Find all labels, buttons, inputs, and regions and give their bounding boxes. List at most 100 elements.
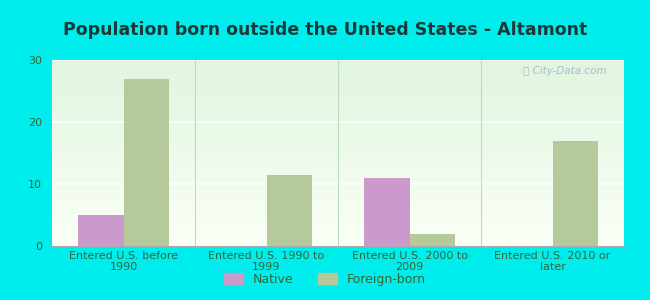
Bar bbox=[52, 61, 624, 63]
Bar bbox=[52, 196, 624, 198]
Bar bbox=[52, 173, 624, 175]
Bar bbox=[52, 113, 624, 114]
Bar bbox=[52, 85, 624, 86]
Bar bbox=[52, 152, 624, 153]
Bar bbox=[52, 139, 624, 141]
Text: ⓘ City-Data.com: ⓘ City-Data.com bbox=[523, 66, 607, 76]
Bar bbox=[52, 82, 624, 83]
Bar bbox=[52, 114, 624, 116]
Bar bbox=[52, 218, 624, 220]
Bar bbox=[52, 68, 624, 69]
Bar bbox=[52, 193, 624, 195]
Bar bbox=[52, 178, 624, 179]
Bar bbox=[52, 92, 624, 94]
Bar bbox=[52, 103, 624, 105]
Bar bbox=[52, 169, 624, 170]
Bar bbox=[52, 175, 624, 176]
Bar bbox=[52, 230, 624, 232]
Bar bbox=[52, 190, 624, 192]
Bar bbox=[52, 117, 624, 119]
Bar bbox=[52, 221, 624, 223]
Bar bbox=[52, 238, 624, 240]
Bar bbox=[52, 172, 624, 173]
Bar bbox=[52, 72, 624, 74]
Bar bbox=[78, 215, 124, 246]
Bar bbox=[52, 243, 624, 244]
Bar bbox=[52, 119, 624, 120]
Bar bbox=[552, 141, 598, 246]
Bar bbox=[52, 76, 624, 77]
Bar bbox=[52, 125, 624, 127]
Bar bbox=[52, 124, 624, 125]
Bar bbox=[52, 161, 624, 162]
Bar bbox=[52, 77, 624, 79]
Bar bbox=[52, 204, 624, 206]
Bar bbox=[52, 64, 624, 66]
Bar bbox=[52, 206, 624, 207]
Bar bbox=[52, 88, 624, 89]
Bar bbox=[52, 105, 624, 106]
Bar bbox=[52, 66, 624, 68]
Bar bbox=[52, 223, 624, 224]
Bar bbox=[52, 198, 624, 200]
Bar bbox=[52, 144, 624, 145]
Bar bbox=[52, 128, 624, 130]
Bar bbox=[52, 202, 624, 204]
Bar bbox=[52, 91, 624, 92]
Bar bbox=[52, 102, 624, 103]
Bar bbox=[52, 159, 624, 161]
Bar bbox=[52, 189, 624, 190]
Bar bbox=[52, 181, 624, 182]
Bar bbox=[52, 96, 624, 97]
Bar bbox=[52, 201, 624, 202]
Bar bbox=[52, 229, 624, 230]
Bar bbox=[52, 195, 624, 196]
Bar bbox=[52, 224, 624, 226]
Bar bbox=[52, 131, 624, 133]
Bar bbox=[52, 141, 624, 142]
Bar bbox=[52, 167, 624, 169]
Bar bbox=[52, 145, 624, 147]
Bar bbox=[52, 100, 624, 102]
Bar bbox=[52, 164, 624, 165]
Bar bbox=[52, 111, 624, 113]
Bar bbox=[52, 133, 624, 134]
Bar bbox=[52, 142, 624, 144]
Bar bbox=[52, 226, 624, 227]
Bar bbox=[52, 116, 624, 117]
Bar bbox=[52, 215, 624, 217]
Bar bbox=[52, 122, 624, 124]
Bar bbox=[52, 237, 624, 238]
Bar bbox=[52, 99, 624, 100]
Bar bbox=[52, 71, 624, 72]
Bar bbox=[52, 137, 624, 139]
Bar bbox=[52, 207, 624, 209]
Bar bbox=[52, 154, 624, 156]
Bar bbox=[52, 210, 624, 212]
Bar bbox=[52, 214, 624, 215]
Bar bbox=[52, 232, 624, 234]
Legend: Native, Foreign-born: Native, Foreign-born bbox=[219, 268, 431, 291]
Bar bbox=[52, 217, 624, 218]
Bar bbox=[52, 156, 624, 158]
Bar bbox=[52, 170, 624, 172]
Bar bbox=[52, 162, 624, 164]
Bar bbox=[52, 234, 624, 235]
Bar bbox=[52, 241, 624, 243]
Bar bbox=[52, 108, 624, 110]
Bar bbox=[52, 127, 624, 128]
Bar bbox=[52, 182, 624, 184]
Bar bbox=[52, 153, 624, 154]
Bar bbox=[52, 158, 624, 159]
Bar bbox=[52, 83, 624, 85]
Bar bbox=[52, 227, 624, 229]
Bar bbox=[52, 184, 624, 185]
Bar bbox=[52, 80, 624, 82]
Bar bbox=[364, 178, 410, 246]
Bar bbox=[52, 148, 624, 150]
Bar bbox=[52, 150, 624, 152]
Bar bbox=[52, 147, 624, 148]
Bar bbox=[266, 175, 312, 246]
Bar bbox=[52, 63, 624, 64]
Bar bbox=[52, 235, 624, 237]
